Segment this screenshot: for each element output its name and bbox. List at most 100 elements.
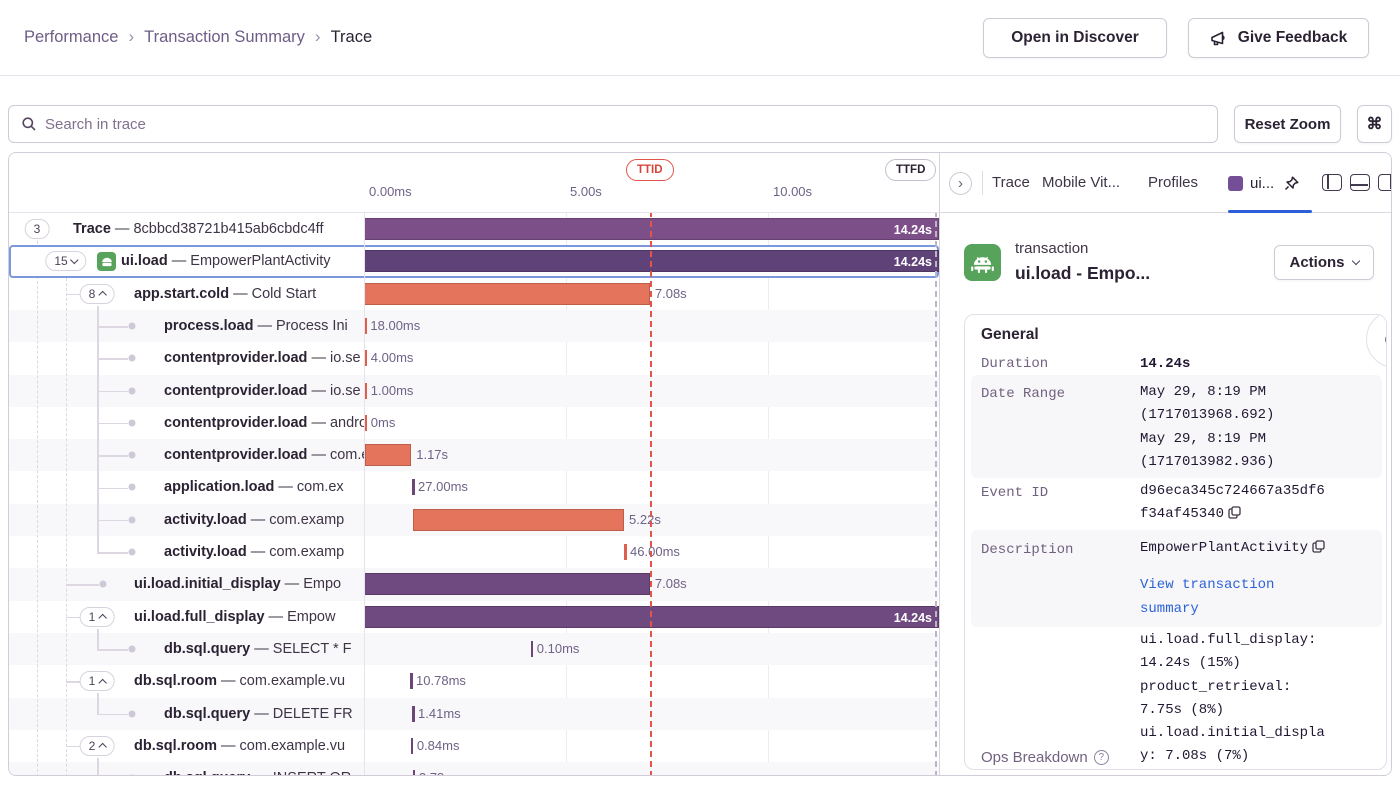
feedback-float-button[interactable] xyxy=(1366,315,1386,368)
tree-timeline-divider[interactable] xyxy=(364,153,365,775)
span-duration-label: 14.24s xyxy=(893,223,932,237)
span-description: — EmpowerPlantActivity xyxy=(167,253,331,270)
megaphone-icon xyxy=(1210,30,1229,47)
span-row-contentprovider.load[interactable]: contentprovider.load — io.se 1.00ms xyxy=(9,374,939,407)
span-bar[interactable] xyxy=(364,444,412,467)
copy-icon[interactable] xyxy=(1228,505,1241,528)
trace-search[interactable] xyxy=(8,105,1218,143)
span-dot xyxy=(128,710,136,718)
span-bar[interactable] xyxy=(413,508,625,531)
span-description: — andro xyxy=(307,414,364,431)
span-dot xyxy=(128,645,136,653)
give-feedback-button[interactable]: Give Feedback xyxy=(1188,18,1369,58)
tree-connector-line xyxy=(97,487,128,490)
span-row-contentprovider.load[interactable]: contentprovider.load — com.e 1.17s xyxy=(9,439,939,472)
view-transaction-summary-link[interactable]: View transaction summary xyxy=(1140,577,1275,617)
chevron-up-icon xyxy=(98,678,107,687)
span-row-ui.load.full_display[interactable]: 1 ui.load.full_display — Empow 14.24s xyxy=(9,601,939,633)
span-count-badge[interactable]: 3 xyxy=(24,219,50,239)
tab-ui-load-active[interactable]: ui... xyxy=(1228,153,1300,213)
span-op: db.sql.query xyxy=(164,770,250,775)
layout-bottom-panel-icon[interactable] xyxy=(1350,174,1370,191)
span-op: process.load xyxy=(164,317,254,334)
span-duration-label: 1.17s xyxy=(416,447,449,463)
span-row-contentprovider.load[interactable]: contentprovider.load — io.se 4.00ms xyxy=(9,342,939,374)
span-duration-label: 5.22s xyxy=(629,511,661,527)
question-circle-icon[interactable]: ? xyxy=(1093,750,1109,765)
span-bar[interactable] xyxy=(364,282,650,305)
span-row-db.sql.query[interactable]: db.sql.query — DELETE FR 1.41ms xyxy=(9,697,939,730)
chevron-up-icon xyxy=(98,743,107,752)
span-tick[interactable] xyxy=(412,479,415,496)
breadcrumb-transaction-summary[interactable]: Transaction Summary xyxy=(144,27,305,46)
tab-mobile-vitals[interactable]: Mobile Vit... xyxy=(1042,174,1121,191)
command-key-button[interactable]: ⌘ xyxy=(1357,105,1392,143)
date-range-row xyxy=(971,375,1382,478)
event-id-value[interactable]: d96eca345c724667a35df6 f34af45340 xyxy=(1140,480,1325,529)
span-tick[interactable] xyxy=(412,770,416,775)
date-range-value: May 29, 8:19 PM (1717013968.692) May 29, 8… xyxy=(1140,384,1275,470)
axis-tick-label: 5.00s xyxy=(570,184,602,199)
collapse-panel-icon[interactable]: › xyxy=(949,172,972,195)
breadcrumb-separator: › xyxy=(314,27,321,46)
span-count-badge[interactable]: 1 xyxy=(79,606,115,627)
span-row-app.start.cold[interactable]: 8 app.start.cold — Cold Start 7.08s xyxy=(9,278,939,310)
span-row-Trace[interactable]: 3 Trace — 8cbbcd38721b415ab6cbdc4ff 14.24s xyxy=(9,213,939,245)
search-input[interactable] xyxy=(45,115,1217,133)
chevron-up-icon xyxy=(98,613,107,623)
reset-zoom-label: Reset Zoom xyxy=(1244,115,1331,133)
breadcrumb-trace: Trace xyxy=(330,27,373,46)
open-in-discover-button[interactable]: Open in Discover xyxy=(983,18,1167,58)
copy-icon[interactable] xyxy=(1312,539,1325,562)
span-dot xyxy=(128,516,136,524)
span-count-badge[interactable]: 8 xyxy=(79,283,115,304)
span-row-process.load[interactable]: process.load — Process Ini 18.00ms xyxy=(9,309,939,343)
ttid-marker-pill[interactable]: TTID xyxy=(626,159,674,181)
ttfd-marker-pill[interactable]: TTFD xyxy=(885,159,937,181)
span-count-badge[interactable]: 2 xyxy=(79,735,115,756)
span-op: db.sql.query xyxy=(164,705,251,722)
span-op: activity.load xyxy=(164,544,247,560)
active-tab-label: ui... xyxy=(1250,174,1275,192)
span-row-activity.load[interactable]: activity.load — com.examp 46.00ms xyxy=(9,536,939,568)
span-tick[interactable] xyxy=(624,544,627,560)
span-tick[interactable] xyxy=(410,673,413,690)
span-row-db.sql.query[interactable]: db.sql.query — SELECT * F 0.10ms xyxy=(9,632,939,666)
layout-left-panel-icon[interactable] xyxy=(1322,174,1342,191)
span-description: — io.se xyxy=(307,350,361,367)
span-count-badge[interactable]: 1 xyxy=(79,671,115,692)
span-dot xyxy=(128,451,136,459)
breadcrumb-performance[interactable]: Performance xyxy=(24,27,119,46)
duration-value: 14.24s xyxy=(1140,356,1191,372)
span-row-db.sql.query[interactable]: db.sql.query — INSERT OR 2.78ms xyxy=(9,762,939,775)
span-row-contentprovider.load[interactable]: contentprovider.load — andro 0ms xyxy=(9,407,939,439)
span-tick[interactable] xyxy=(364,414,368,431)
span-tick[interactable] xyxy=(410,737,414,754)
layout-right-panel-icon[interactable] xyxy=(1378,174,1391,191)
pin-icon[interactable] xyxy=(1283,175,1300,192)
span-description: — com.examp xyxy=(246,544,345,560)
tab-trace[interactable]: Trace xyxy=(992,174,1030,191)
span-tick[interactable] xyxy=(364,350,368,367)
breadcrumb: Performance › Transaction Summary › Trac… xyxy=(24,27,372,47)
span-row-activity.load[interactable]: activity.load — com.examp 5.22s xyxy=(9,503,939,536)
span-dot xyxy=(128,322,136,330)
tab-profiles[interactable]: Profiles xyxy=(1148,174,1199,191)
span-bar[interactable] xyxy=(364,573,650,596)
span-row-ui.load.initial_display[interactable]: ui.load.initial_display — Empo 7.08s xyxy=(9,568,939,601)
span-row-db.sql.room[interactable]: 1 db.sql.room — com.example.vu 10.78ms xyxy=(9,665,939,697)
span-op: Trace xyxy=(73,221,111,237)
span-row-application.load[interactable]: application.load — com.ex 27.00ms xyxy=(9,471,939,503)
divider xyxy=(982,171,983,195)
span-row-ui.load[interactable]: 15 ui.load — EmpowerPlantActivity 14.24s xyxy=(9,245,939,278)
actions-button[interactable]: Actions xyxy=(1274,245,1374,280)
span-tick[interactable] xyxy=(412,705,415,722)
span-tick[interactable] xyxy=(530,640,534,657)
span-dot xyxy=(99,580,107,588)
span-row-db.sql.room[interactable]: 2 db.sql.room — com.example.vu 0.84ms xyxy=(9,730,939,762)
span-tick[interactable] xyxy=(364,382,368,399)
reset-zoom-button[interactable]: Reset Zoom xyxy=(1234,105,1341,143)
span-count-badge[interactable]: 15 xyxy=(45,251,87,272)
span-tick[interactable] xyxy=(364,317,367,334)
span-op: ui.load.initial_display xyxy=(134,576,281,593)
